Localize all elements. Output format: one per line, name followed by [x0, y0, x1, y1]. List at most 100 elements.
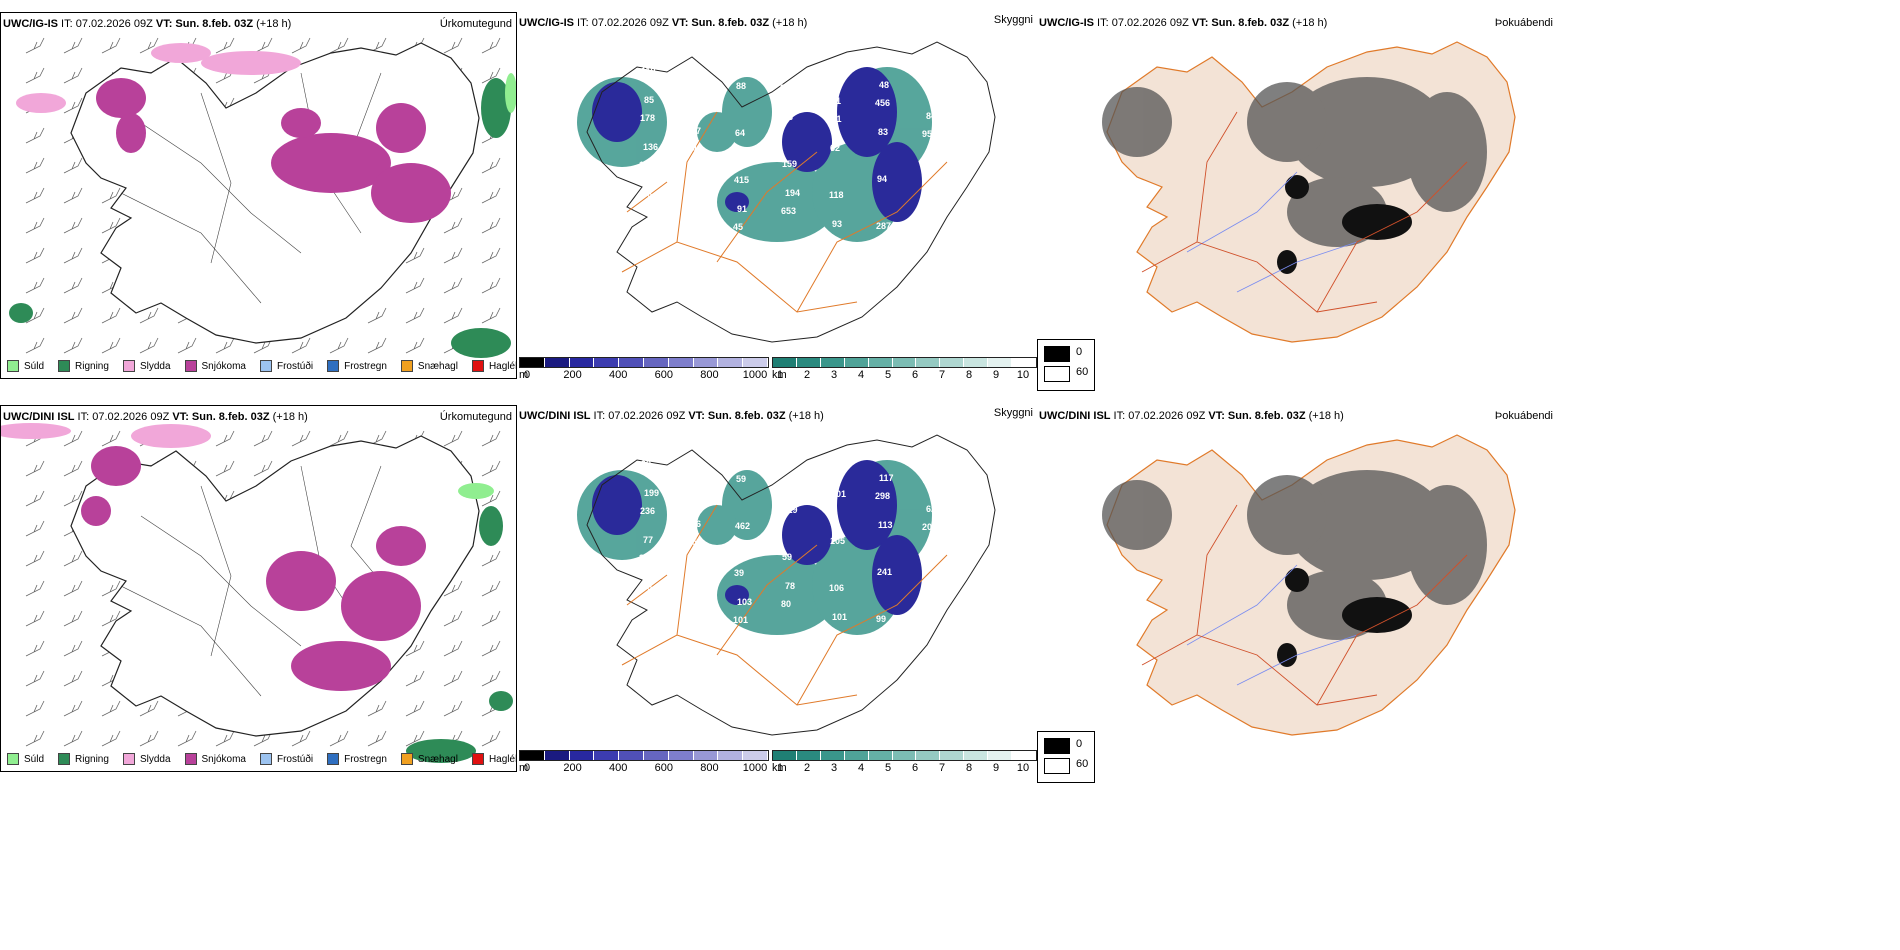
colorbar-tick: 4 — [857, 369, 865, 381]
visibility-label: 298 — [875, 491, 890, 501]
colorbar-strip — [519, 357, 769, 368]
visibility-label: 178 — [640, 113, 655, 123]
visibility-label: 101 — [733, 615, 748, 625]
legend-label: Súld — [24, 360, 45, 372]
panel-header: UWC/IG-IS IT: 07.02.2026 09Z VT: Sun. 8.… — [3, 18, 292, 30]
colorbar-tick: 9 — [992, 369, 1000, 381]
visibility-label: 176 — [925, 551, 940, 561]
legend-label: Súld — [24, 753, 45, 765]
panel-field-label: Þokuábendi — [1494, 17, 1553, 29]
fog-legend-label: 60 — [1076, 758, 1089, 770]
precip-legend: Súld Rigning Slydda Snjókoma Frostúði Frostre… — [7, 360, 517, 372]
colorbar-tick: 1000 — [742, 762, 768, 774]
legend-label: Frostúði — [276, 753, 314, 765]
legend-swatch — [184, 753, 197, 765]
visibility-label: 81 — [831, 96, 841, 106]
visibility-colorbar-bottom: km 1 2 3 4 5 6 7 8 9 10 — [772, 750, 1037, 774]
legend-label: Haglél — [488, 753, 517, 765]
legend-label: Haglél — [488, 360, 517, 372]
visibility-labels: 242 199 96 85 78 101 117 62 77 155 103 80 101 113 176 9… — [597, 457, 940, 625]
legend-item: Rigning — [58, 360, 109, 372]
visibility-label: 204 — [923, 475, 938, 485]
iceland-coastline — [586, 41, 996, 343]
visibility-label: 153 — [687, 537, 702, 547]
colorbar-tick: 800 — [700, 762, 719, 774]
colorbar-tick: 400 — [609, 762, 628, 774]
visibility-label: 194 — [785, 188, 800, 198]
rain-areas — [406, 506, 513, 763]
visibility-label: 119 — [828, 460, 843, 470]
visibility-label: 95 — [642, 582, 652, 592]
panel-field-label: Úrkomutegund — [439, 18, 512, 30]
visibility-label: 62 — [830, 143, 840, 153]
legend-item: Haglél — [471, 360, 517, 372]
legend-swatch — [122, 360, 135, 372]
visibility-label: 96 — [691, 519, 701, 529]
fog-legend-label: 60 — [1076, 366, 1089, 378]
colorbar-unit: km — [772, 762, 787, 774]
visibility-label: 462 — [735, 521, 750, 531]
colorbar-tick: 6 — [911, 762, 919, 774]
visibility-label: 146 — [686, 584, 701, 594]
visibility-label: 287 — [876, 221, 891, 231]
visibility-label: 347 — [687, 144, 702, 154]
visibility-label: 653 — [781, 206, 796, 216]
visibility-label: 85 — [738, 550, 748, 560]
visibility-label: 77 — [643, 535, 653, 545]
road-network — [621, 504, 948, 706]
colorbar-tick: 5 — [884, 762, 892, 774]
colorbar-tick: 5 — [884, 369, 892, 381]
colorbar-tick: 7 — [938, 369, 946, 381]
fog-legend-swatch — [1044, 738, 1070, 754]
fog-panel-top: UWC/IG-IS IT: 07.02.2026 09Z VT: Sun. 8.… — [1037, 12, 1557, 379]
visibility-label: 180 — [924, 205, 939, 215]
visibility-label: 113 — [878, 520, 893, 530]
precip-legend: Súld Rigning Slydda Snjókoma Frostúði Frostre… — [7, 753, 517, 765]
colorbar-tick: 1 — [776, 369, 784, 381]
fog-index-shading — [1102, 470, 1487, 640]
legend-swatch — [7, 753, 19, 765]
colorbar-tick: 9 — [992, 762, 1000, 774]
colorbar-tick: 800 — [700, 369, 719, 381]
legend-label: Snjókoma — [201, 360, 246, 372]
fog-map — [1102, 434, 1516, 736]
sleet-areas — [16, 43, 301, 113]
legend-label: Slydda — [139, 360, 171, 372]
visibility-label: 86 — [783, 112, 793, 122]
visibility-label: 395 — [639, 553, 654, 563]
legend-item: Súld — [7, 360, 44, 372]
visibility-label: 99 — [876, 614, 886, 624]
colorbar-tick: 0 — [523, 369, 531, 381]
colorbar-tick: 1000 — [742, 369, 768, 381]
visibility-label: 168 — [639, 160, 654, 170]
visibility-label: 91 — [737, 204, 747, 214]
visibility-label: 72 — [689, 613, 699, 623]
visibility-label: 66 — [642, 189, 652, 199]
fog-panel-bottom: UWC/DINI ISL IT: 07.02.2026 09Z VT: Sun.… — [1037, 405, 1557, 772]
fog-legend-bottom: 0 60 — [1037, 731, 1095, 783]
visibility-label: 79 — [925, 158, 935, 168]
legend-label: Rigning — [75, 360, 109, 372]
legend-item: Rigning — [58, 753, 109, 765]
fog-legend-swatch — [1044, 758, 1070, 774]
visibility-label: 83 — [878, 127, 888, 137]
legend-label: Frostúði — [276, 360, 314, 372]
colorbar-tick: 2 — [803, 762, 811, 774]
visibility-label: 59 — [782, 552, 792, 562]
panel-header: UWC/IG-IS IT: 07.02.2026 09Z VT: Sun. 8.… — [519, 17, 808, 29]
legend-item: Haglél — [471, 753, 517, 765]
legend-item: Snjókoma — [184, 360, 246, 372]
visibility-panel-top: UWC/IG-IS IT: 07.02.2026 09Z VT: Sun. 8.… — [517, 12, 1037, 379]
visibility-label: 64 — [735, 128, 745, 138]
visibility-label: 101 — [831, 489, 846, 499]
visibility-labels: 145 85 37 384 194 93 48 84 136 125 91 108 81 83 79 66 10… — [597, 64, 939, 232]
fog-legend-swatch — [1044, 366, 1070, 382]
panel-header: UWC/DINI ISL IT: 07.02.2026 09Z VT: Sun.… — [519, 410, 824, 422]
visibility-label: 105 — [830, 536, 845, 546]
panel-field-label: Úrkomutegund — [439, 411, 512, 423]
precip-map — [9, 37, 516, 358]
iceland-coastline — [70, 42, 480, 344]
visibility-label: 106 — [688, 490, 703, 500]
very-low-visibility-areas — [592, 67, 922, 222]
visibility-label: 37 — [691, 126, 701, 136]
